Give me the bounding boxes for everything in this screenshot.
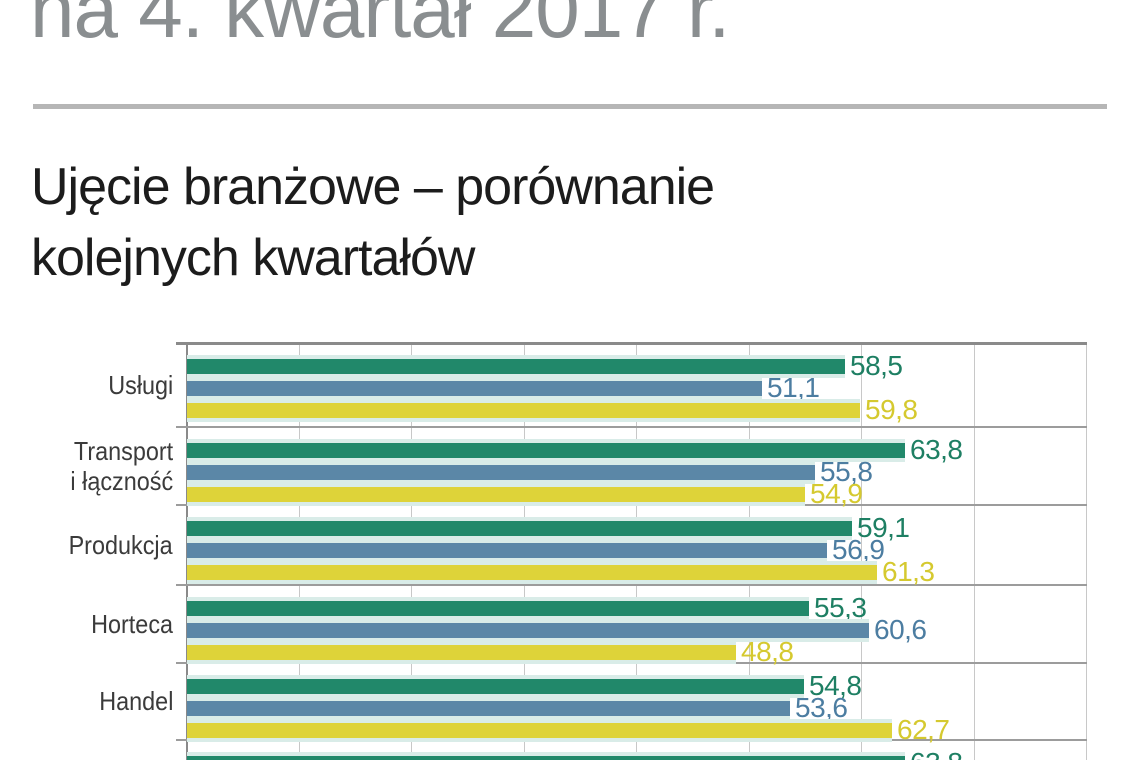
x-gridline <box>861 343 862 760</box>
title-divider <box>33 104 1107 109</box>
bar <box>187 752 905 760</box>
bar <box>187 377 762 400</box>
x-gridline <box>1086 343 1087 760</box>
bar-value-label: 60,6 <box>874 614 927 645</box>
bar-value-label: 48,8 <box>741 636 794 667</box>
bar <box>187 641 736 664</box>
bar-value-label: 59,8 <box>865 394 918 425</box>
bar-value-label: 61,3 <box>882 556 935 587</box>
category-label: Produkcja <box>68 529 173 560</box>
plot-top-border <box>176 342 1087 345</box>
bar <box>187 619 869 642</box>
bar <box>187 399 860 422</box>
bar-value-label: 63,8 <box>910 434 963 465</box>
bar-value-label: 56,9 <box>832 534 885 565</box>
page-title: na 4. kwartał 2017 r. <box>30 0 730 54</box>
row-separator <box>176 426 1087 428</box>
bar <box>187 355 845 378</box>
category-label-box: Usługi <box>20 343 173 427</box>
bar <box>187 483 805 506</box>
category-label: Handel <box>98 686 173 717</box>
category-label-box: Transport i łączność <box>20 427 173 505</box>
category-label-box: Horteca <box>20 585 173 663</box>
bar <box>187 675 804 698</box>
bar <box>187 697 790 720</box>
category-label: Horteca <box>91 608 173 639</box>
bar <box>187 517 852 540</box>
bar <box>187 539 827 562</box>
category-label: Usługi <box>107 369 173 400</box>
bar-value-label: 58,5 <box>850 350 903 381</box>
bar-value-label: 53,6 <box>795 692 848 723</box>
bar-value-label: 54,8 <box>809 670 862 701</box>
bar-value-label: 55,3 <box>814 592 867 623</box>
bar <box>187 461 815 484</box>
bar-value-label: 54,9 <box>810 478 863 509</box>
bar-value-label: 62,7 <box>897 714 950 745</box>
bar <box>187 561 877 584</box>
bar-value-label: 55,8 <box>820 456 873 487</box>
chart-title: Ujęcie branżowe – porównanie kolejnych k… <box>31 158 715 287</box>
bar-value-label: 63,8 <box>910 748 963 760</box>
bar <box>187 597 809 620</box>
category-label-box: Handel <box>20 663 173 740</box>
bar <box>187 439 905 462</box>
category-label: Transport i łączność <box>70 435 173 496</box>
bar-value-label: 59,1 <box>857 512 910 543</box>
category-label-box: Produkcja <box>20 505 173 585</box>
row-separator <box>176 584 1087 586</box>
x-gridline <box>973 343 975 760</box>
bar <box>187 719 892 742</box>
bar-value-label: 51,1 <box>767 372 820 403</box>
